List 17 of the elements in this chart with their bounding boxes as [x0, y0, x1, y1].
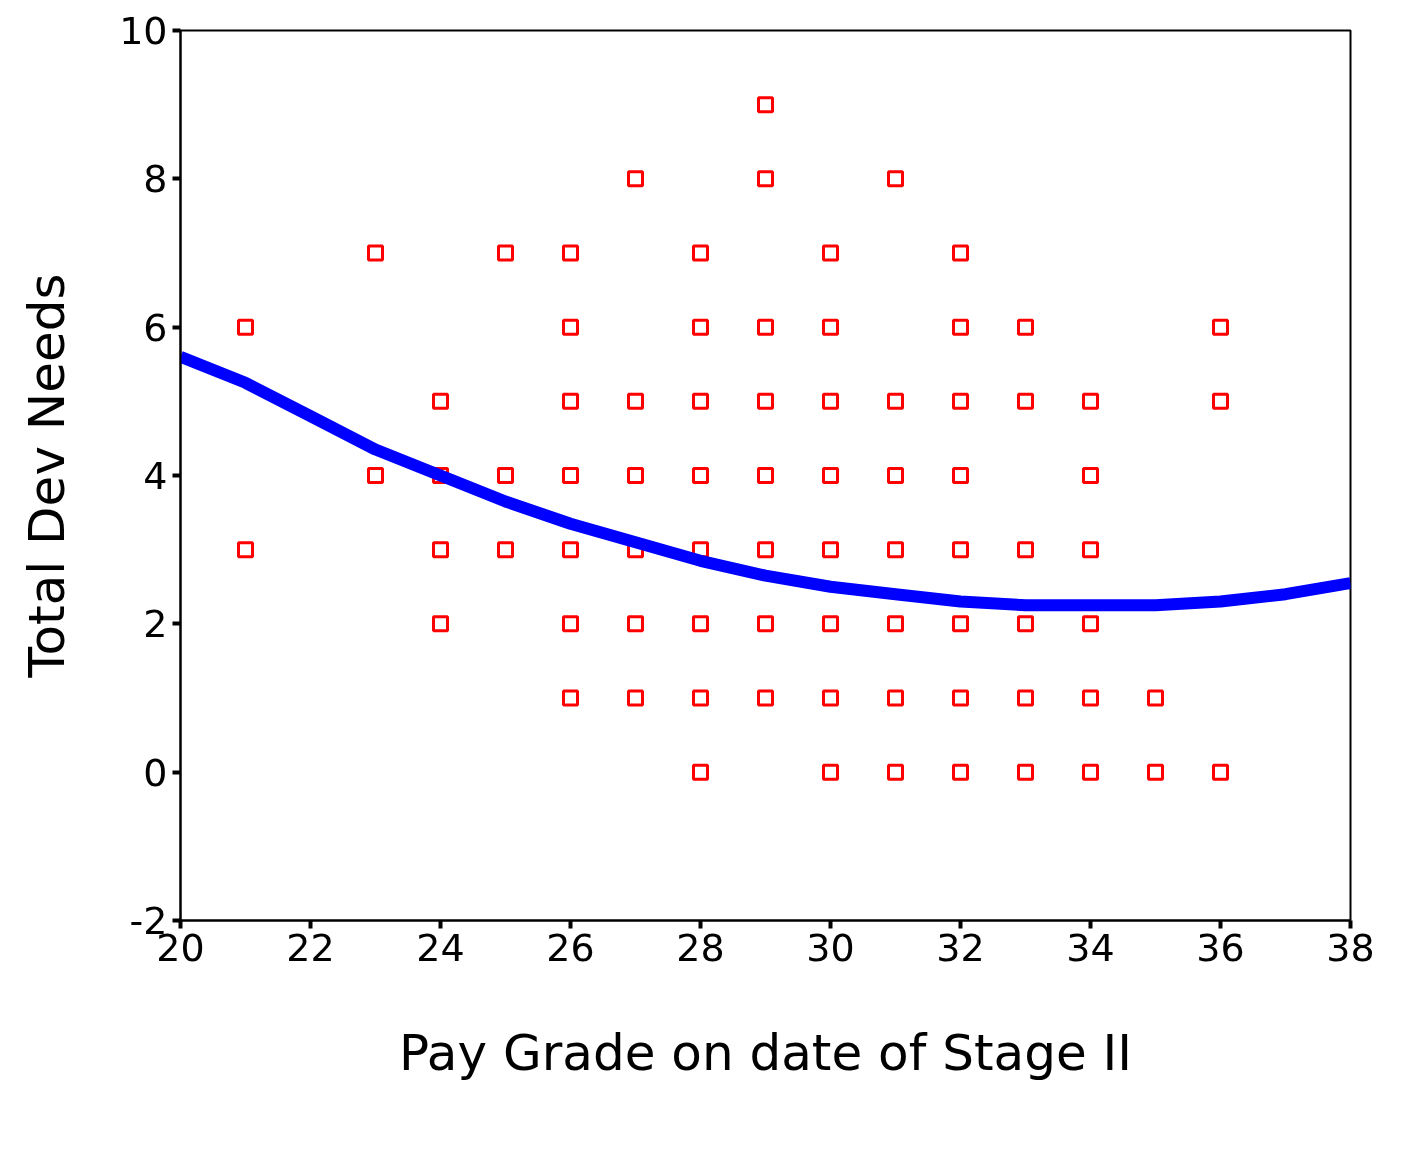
y-tick-label: 6	[143, 305, 168, 350]
x-tick-label: 38	[1326, 925, 1375, 970]
x-axis-title: Pay Grade on date of Stage II	[398, 1023, 1133, 1082]
y-tick-label: 4	[143, 454, 168, 498]
x-tick-label: 30	[806, 925, 855, 970]
x-tick-label: 32	[936, 925, 985, 970]
x-tick-label: 28	[676, 925, 725, 970]
x-tick-label: 34	[1066, 925, 1115, 970]
x-tick-label: 22	[286, 925, 335, 970]
x-tick-label: 24	[416, 925, 465, 970]
y-tick-label: 8	[143, 157, 168, 202]
x-tick-label: 36	[1196, 925, 1245, 970]
y-tick-label: 10	[119, 9, 168, 53]
y-tick-label: 0	[143, 750, 168, 795]
x-tick-label: 26	[546, 925, 595, 970]
y-axis-title: Total Dev Needs	[18, 273, 77, 679]
y-tick-label: 2	[143, 602, 168, 647]
